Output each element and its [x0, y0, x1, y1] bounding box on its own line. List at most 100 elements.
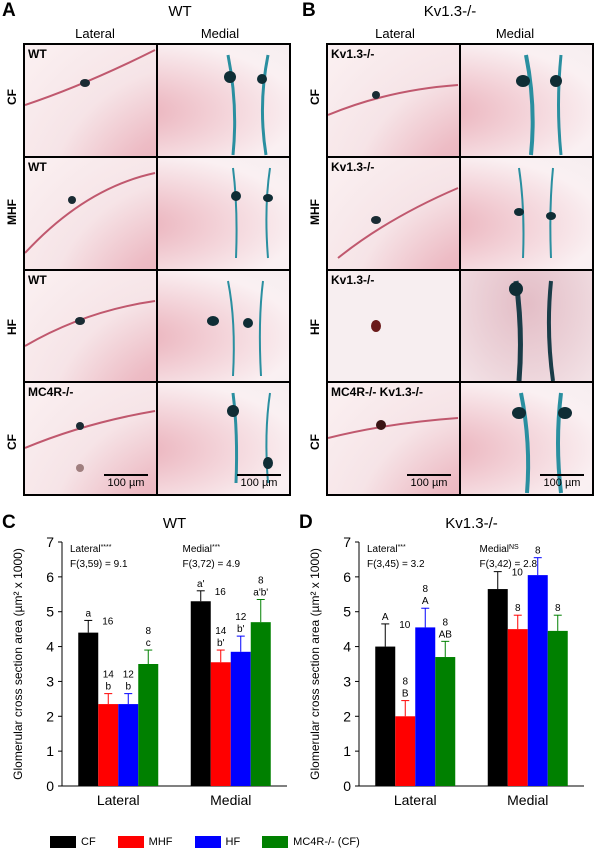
y-tick-label: 7 [343, 534, 351, 550]
bar-chart-c: C WT Glomerular cross section area (µm² x … [2, 512, 287, 808]
x-tick-label: Medial [210, 792, 251, 808]
stat-label: MedialNS [480, 544, 520, 555]
glomerulus-stain [227, 393, 273, 484]
bar [118, 704, 139, 786]
legend-label-mc4r: MC4R-/- (CF) [293, 836, 360, 848]
scale-bar: 100 µm [237, 474, 281, 489]
panel-b-cell-cf-lateral: Kv1.3-/- [328, 45, 459, 156]
legend-label-cf: CF [81, 836, 96, 848]
glomerulus-stain [328, 417, 459, 440]
sample-size-label: 16 [102, 616, 114, 627]
group-letter-label: a' [197, 579, 205, 590]
panel-a-row-label-4: CF [5, 434, 19, 450]
y-axis-label: Glomerular cross section area (µm² x 100… [11, 548, 25, 780]
cell-label: MC4R-/- [28, 385, 74, 400]
scale-bar-label: 100 µm [543, 477, 581, 489]
y-tick-label: 2 [343, 708, 351, 724]
glomerulus-stain [509, 280, 555, 381]
sample-size-label: 12 [123, 670, 135, 681]
group-letter-label: A [422, 596, 429, 607]
scale-bar-label: 100 µm [107, 477, 145, 489]
sample-size-label: 16 [215, 587, 227, 598]
cell-label: WT [28, 159, 47, 174]
cell-label: Kv1.3-/- [331, 159, 375, 174]
glomerulus-stain [514, 167, 556, 258]
bar [210, 662, 231, 786]
stat-label: Medial*** [183, 544, 221, 555]
scale-bar: 100 µm [540, 474, 584, 489]
panel-b-row-label-3: HF [308, 319, 322, 335]
panel-b-cell-mc4r-kv13-medial: 100 µm [461, 383, 592, 494]
stat-f-value: F(3,42) = 2.8 [480, 559, 538, 570]
sample-size-label: 8 [402, 677, 408, 688]
stat-f-value: F(3,45) = 3.2 [367, 559, 425, 570]
group-letter-label: AB [439, 629, 453, 640]
panel-b-cell-mc4r-kv13-lateral: MC4R-/- Kv1.3-/- 100 µm [328, 383, 459, 494]
glomerulus-stain [25, 299, 156, 347]
group-letter-label: B [402, 689, 409, 700]
panel-a-row-label-2: MHF [5, 199, 19, 225]
stat-f-value: F(3,72) = 4.9 [183, 559, 241, 570]
chart-title: Kv1.3-/- [445, 515, 498, 532]
panel-a-cell-mc4r-lateral: MC4R-/- 100 µm [25, 383, 156, 494]
panel-a-cell-mc4r-medial: 100 µm [158, 383, 289, 494]
glomerulus-stain [516, 54, 563, 156]
sample-size-label: 10 [512, 568, 524, 579]
legend-swatch-cf [50, 836, 76, 848]
legend-label-mhf: MHF [148, 836, 173, 848]
y-tick-label: 3 [343, 673, 351, 689]
y-tick-label: 6 [46, 569, 54, 585]
sample-size-label: 8 [535, 546, 541, 557]
sample-size-label: 14 [215, 626, 227, 637]
y-tick-label: 3 [46, 673, 54, 689]
stat-label: Lateral**** [70, 544, 112, 555]
bar [487, 589, 508, 786]
scale-bar: 100 µm [104, 474, 148, 489]
bar [435, 657, 456, 786]
y-axis-label: Glomerular cross section area (µm² x 100… [308, 548, 322, 780]
group-letter-label: b [105, 682, 111, 693]
sample-size-label: 8 [442, 617, 448, 628]
y-tick-label: 2 [46, 708, 54, 724]
panel-a-cell-cf-medial [158, 45, 289, 156]
panel-a-cell-mhf-medial [158, 157, 289, 269]
group-letter-label: A [382, 612, 389, 623]
panel-a-cell-mhf-lateral: WT [25, 157, 156, 269]
panel-a-cell-hf-medial [158, 270, 289, 382]
panel-b-title: Kv1.3-/- [423, 3, 477, 20]
sample-size-label: 8 [145, 626, 151, 637]
legend-swatch-mhf [117, 836, 144, 848]
sample-size-label: 14 [103, 670, 115, 681]
group-letter-label: a [85, 608, 91, 619]
y-tick-label: 1 [46, 743, 54, 759]
panel-b-micrograph-grid: Kv1.3-/- Kv1.3-/- Kv1.3-/- MC4R-/- Kv1.3… [326, 43, 594, 496]
scale-bar-label: 100 µm [410, 477, 448, 489]
stat-f-value: F(3,59) = 9.1 [70, 559, 128, 570]
panel-letter-a: A [2, 0, 16, 21]
panel-b-cell-cf-medial [461, 45, 592, 156]
panel-a-micrograph-grid: WT WT WT MC4R-/- 100 µm 100 µm [23, 43, 291, 496]
y-tick-label: 5 [343, 604, 351, 620]
bar-chart-d: D Kv1.3-/- Glomerular cross section area (… [299, 512, 584, 808]
bar [395, 716, 416, 786]
cell-label: Kv1.3-/- [331, 272, 375, 287]
glomerulus-stain [224, 54, 270, 156]
panel-b-cell-mhf-medial [461, 157, 592, 269]
stat-significance: *** [398, 544, 406, 551]
sample-size-label: 12 [235, 612, 247, 623]
bar [78, 632, 99, 786]
chart-title: WT [163, 515, 186, 532]
panel-b-cell-hf-lateral: Kv1.3-/- [328, 270, 459, 382]
panel-a-title: WT [168, 3, 192, 20]
cell-label: WT [28, 47, 47, 61]
panel-a-row-label-3: HF [5, 319, 19, 335]
panel-b-col-lateral: Lateral [375, 26, 415, 41]
bar [138, 664, 159, 786]
bar [250, 622, 271, 786]
panel-letter: D [299, 512, 313, 533]
stat-label: Lateral*** [367, 544, 406, 555]
bar [190, 601, 211, 786]
sample-size-label: 8 [555, 603, 561, 614]
glomerulus-stain [337, 186, 459, 259]
y-tick-label: 6 [343, 569, 351, 585]
